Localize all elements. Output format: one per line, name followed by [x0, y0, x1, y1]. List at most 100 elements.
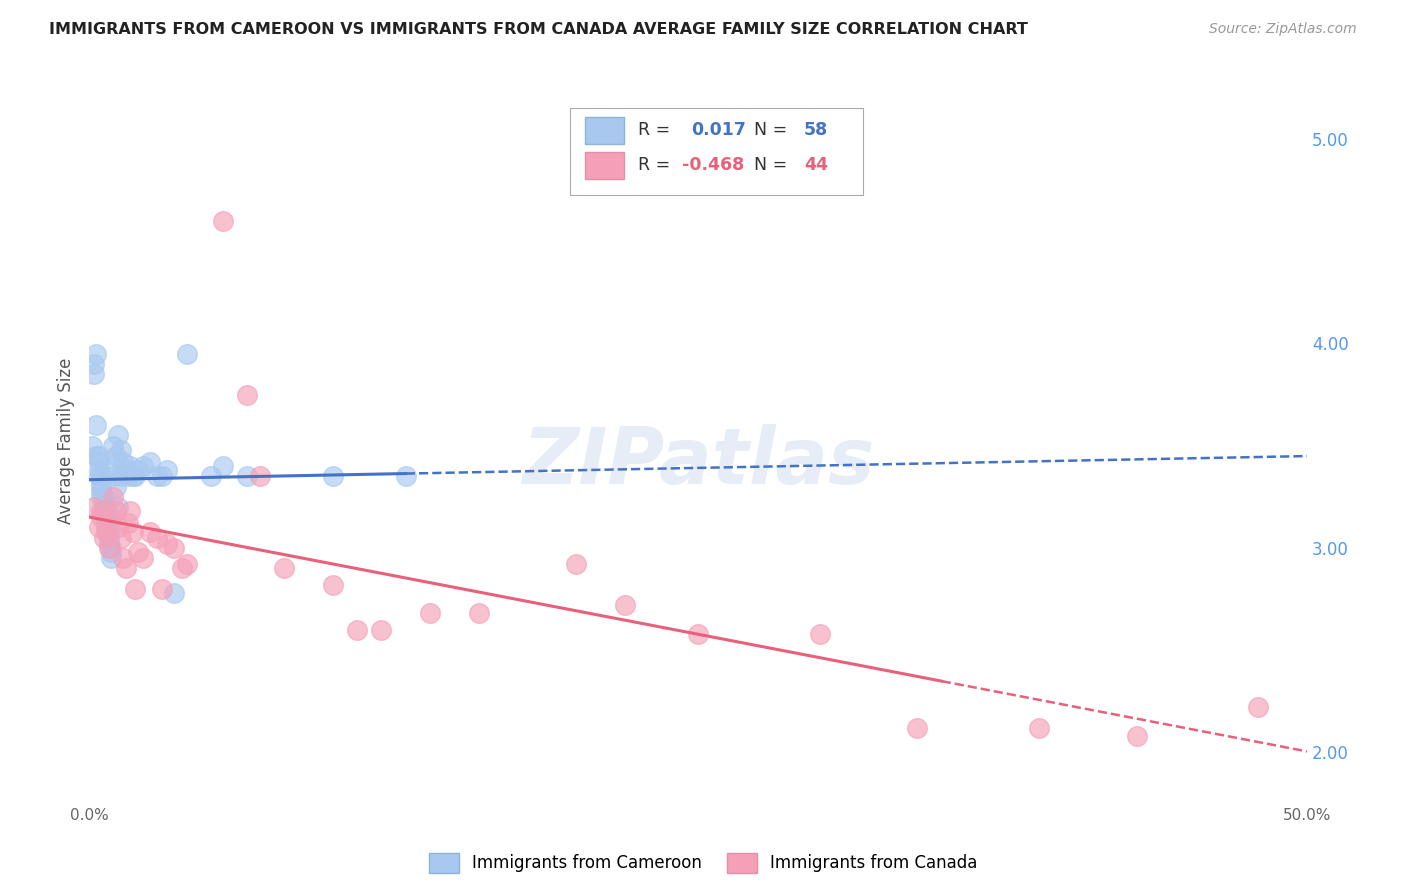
Text: 0.017: 0.017	[690, 121, 745, 139]
Point	[87, 520, 110, 534]
Point	[107, 500, 129, 514]
Point	[146, 469, 169, 483]
Point	[86, 449, 108, 463]
Point	[93, 496, 115, 510]
Point	[212, 459, 235, 474]
Point	[322, 578, 344, 592]
Point	[163, 541, 186, 555]
Text: 44: 44	[804, 156, 828, 174]
Point	[90, 510, 112, 524]
Point	[170, 561, 193, 575]
Point	[103, 439, 125, 453]
Point	[150, 582, 173, 596]
Point	[103, 459, 125, 474]
Point	[322, 469, 344, 483]
Point	[83, 357, 105, 371]
Point	[150, 469, 173, 483]
Text: Source: ZipAtlas.com: Source: ZipAtlas.com	[1209, 22, 1357, 37]
Text: ZIPatlas: ZIPatlas	[522, 425, 875, 500]
Point	[104, 479, 127, 493]
Point	[163, 586, 186, 600]
Point	[94, 510, 117, 524]
Point	[97, 531, 120, 545]
Point	[104, 449, 127, 463]
Point	[112, 551, 135, 566]
Point	[176, 558, 198, 572]
Point	[103, 469, 125, 483]
Point	[100, 551, 122, 566]
Point	[468, 607, 491, 621]
Point	[80, 439, 103, 453]
Point	[93, 504, 115, 518]
Point	[1125, 729, 1147, 743]
Point	[90, 469, 112, 483]
Point	[90, 475, 112, 490]
Point	[236, 469, 259, 483]
Point	[176, 346, 198, 360]
Point	[124, 469, 146, 483]
Point	[86, 346, 108, 360]
Point	[107, 520, 129, 534]
Point	[139, 455, 162, 469]
FancyBboxPatch shape	[585, 152, 624, 179]
Point	[124, 582, 146, 596]
Legend: Immigrants from Cameroon, Immigrants from Canada: Immigrants from Cameroon, Immigrants fro…	[422, 847, 984, 880]
Point	[117, 469, 139, 483]
FancyBboxPatch shape	[571, 108, 862, 195]
Point	[100, 510, 122, 524]
Point	[93, 500, 115, 514]
FancyBboxPatch shape	[585, 117, 624, 145]
Point	[97, 541, 120, 555]
Point	[97, 524, 120, 539]
Point	[139, 524, 162, 539]
Point	[146, 531, 169, 545]
Point	[90, 490, 112, 504]
Point	[614, 598, 637, 612]
Point	[110, 469, 132, 483]
Point	[249, 469, 271, 483]
Point	[395, 469, 418, 483]
Point	[87, 469, 110, 483]
Point	[1028, 721, 1050, 735]
Point	[93, 531, 115, 545]
Point	[104, 504, 127, 518]
Point	[90, 479, 112, 493]
Point	[110, 531, 132, 545]
Point	[122, 469, 145, 483]
Point	[565, 558, 588, 572]
Point	[94, 516, 117, 531]
Point	[97, 537, 120, 551]
Point	[156, 537, 179, 551]
Point	[131, 459, 153, 474]
Point	[1247, 700, 1270, 714]
Point	[905, 721, 928, 735]
Point	[127, 545, 149, 559]
Point	[419, 607, 441, 621]
Point	[97, 520, 120, 534]
Point	[200, 469, 222, 483]
Point	[686, 627, 709, 641]
Text: R =: R =	[638, 121, 676, 139]
Point	[120, 504, 142, 518]
Point	[87, 455, 110, 469]
Point	[103, 490, 125, 504]
Point	[808, 627, 831, 641]
Point	[346, 623, 368, 637]
Text: N =: N =	[744, 156, 793, 174]
Point	[122, 524, 145, 539]
Point	[94, 520, 117, 534]
Y-axis label: Average Family Size: Average Family Size	[58, 358, 75, 524]
Point	[127, 463, 149, 477]
Text: 58: 58	[804, 121, 828, 139]
Point	[83, 500, 105, 514]
Point	[273, 561, 295, 575]
Point	[236, 387, 259, 401]
Point	[94, 524, 117, 539]
Point	[156, 463, 179, 477]
Point	[117, 516, 139, 531]
Point	[110, 442, 132, 457]
Point	[120, 459, 142, 474]
Point	[370, 623, 392, 637]
Point	[90, 483, 112, 498]
Text: IMMIGRANTS FROM CAMEROON VS IMMIGRANTS FROM CANADA AVERAGE FAMILY SIZE CORRELATI: IMMIGRANTS FROM CAMEROON VS IMMIGRANTS F…	[49, 22, 1028, 37]
